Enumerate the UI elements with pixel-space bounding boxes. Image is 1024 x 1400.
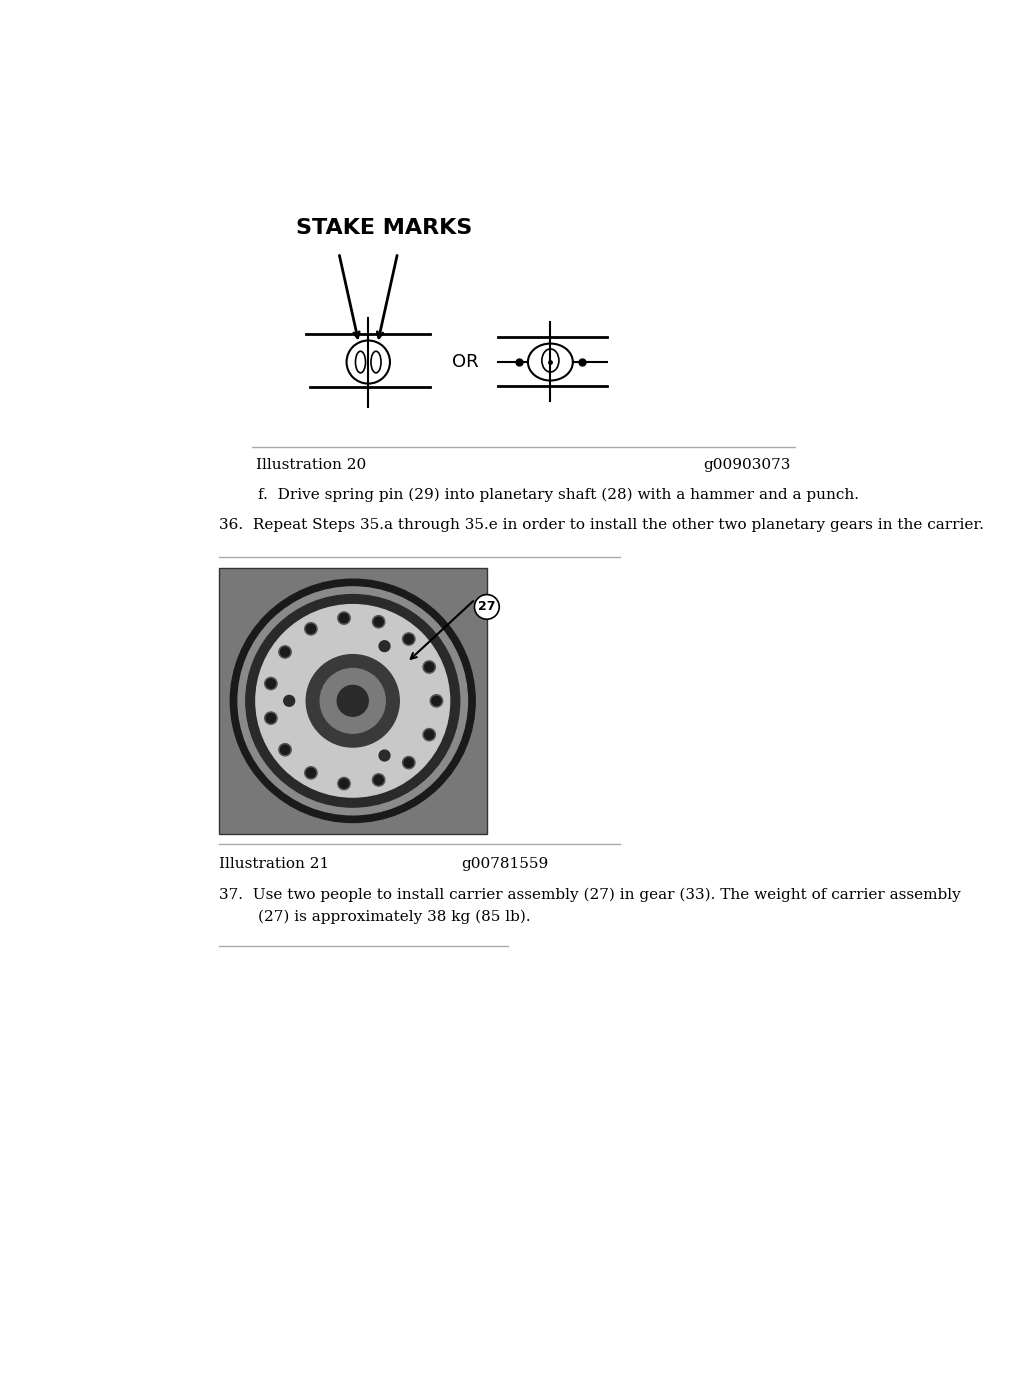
Circle shape bbox=[238, 587, 467, 815]
Circle shape bbox=[474, 595, 500, 619]
Text: STAKE MARKS: STAKE MARKS bbox=[296, 218, 472, 238]
Circle shape bbox=[374, 776, 383, 784]
Circle shape bbox=[373, 616, 385, 629]
Circle shape bbox=[402, 756, 415, 769]
Circle shape bbox=[374, 617, 383, 626]
Text: OR: OR bbox=[452, 353, 478, 371]
Circle shape bbox=[306, 769, 315, 777]
Text: g00903073: g00903073 bbox=[703, 458, 791, 472]
Circle shape bbox=[423, 728, 435, 741]
Bar bbox=[219, 568, 486, 834]
Circle shape bbox=[337, 686, 369, 717]
Circle shape bbox=[402, 633, 415, 645]
Circle shape bbox=[339, 613, 348, 623]
Circle shape bbox=[404, 634, 414, 644]
Text: Illustration 20: Illustration 20 bbox=[256, 458, 367, 472]
Text: 37.  Use two people to install carrier assembly (27) in gear (33). The weight of: 37. Use two people to install carrier as… bbox=[219, 888, 962, 903]
Circle shape bbox=[284, 696, 295, 706]
Circle shape bbox=[264, 713, 278, 724]
Circle shape bbox=[256, 605, 450, 797]
Circle shape bbox=[321, 669, 385, 734]
Circle shape bbox=[279, 645, 291, 658]
Text: 27: 27 bbox=[478, 601, 496, 613]
Circle shape bbox=[404, 757, 414, 767]
Circle shape bbox=[338, 777, 350, 790]
Circle shape bbox=[305, 767, 317, 778]
Circle shape bbox=[281, 745, 290, 755]
Circle shape bbox=[423, 661, 435, 673]
Circle shape bbox=[230, 580, 475, 823]
Circle shape bbox=[425, 662, 434, 672]
Circle shape bbox=[425, 729, 434, 739]
Circle shape bbox=[279, 743, 291, 756]
Circle shape bbox=[373, 774, 385, 785]
Text: 36.  Repeat Steps 35.a through 35.e in order to install the other two planetary : 36. Repeat Steps 35.a through 35.e in or… bbox=[219, 518, 984, 532]
Text: g00781559: g00781559 bbox=[461, 857, 549, 871]
Text: (27) is approximately 38 kg (85 lb).: (27) is approximately 38 kg (85 lb). bbox=[219, 910, 531, 924]
Circle shape bbox=[264, 678, 278, 690]
Circle shape bbox=[379, 750, 390, 762]
Text: Illustration 21: Illustration 21 bbox=[219, 857, 330, 871]
Circle shape bbox=[306, 624, 315, 633]
Circle shape bbox=[430, 694, 442, 707]
Circle shape bbox=[432, 696, 441, 706]
Circle shape bbox=[379, 641, 390, 651]
Circle shape bbox=[306, 655, 399, 748]
Circle shape bbox=[339, 778, 348, 788]
Circle shape bbox=[246, 595, 460, 806]
Circle shape bbox=[266, 714, 275, 722]
Text: f.  Drive spring pin (29) into planetary shaft (28) with a hammer and a punch.: f. Drive spring pin (29) into planetary … bbox=[258, 487, 859, 503]
Circle shape bbox=[281, 647, 290, 657]
Circle shape bbox=[305, 623, 317, 636]
Circle shape bbox=[338, 612, 350, 624]
Circle shape bbox=[266, 679, 275, 689]
